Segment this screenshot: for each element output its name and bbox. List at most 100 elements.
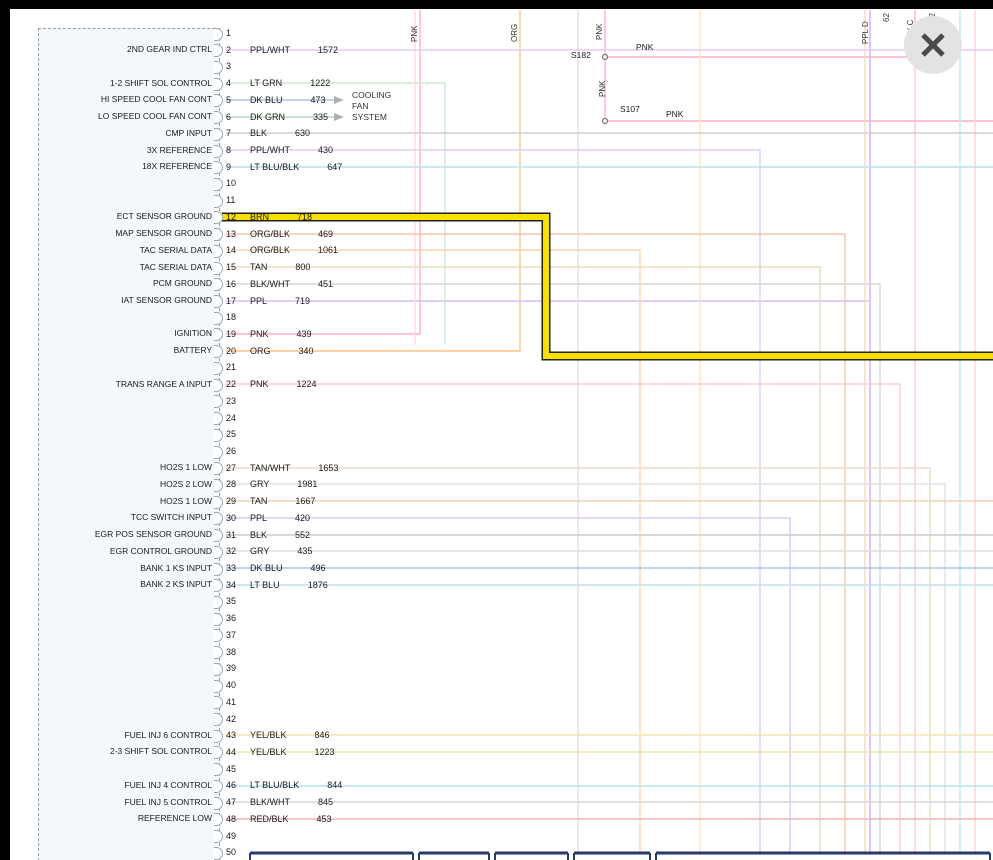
wire-pin30-ppl[interactable] (226, 517, 791, 855)
pin-number: 44 (226, 746, 237, 757)
pin-number: 32 (226, 546, 237, 557)
wire-pin15-tan[interactable] (226, 266, 821, 855)
vertical-wire-label: PNK (410, 25, 419, 42)
pin-terminal (214, 713, 223, 727)
wire-pin4-ltgrn[interactable] (226, 82, 446, 345)
wire-color-label: ORG/BLK (250, 228, 291, 239)
wire-color-label: DK BLU (250, 563, 283, 574)
wire-color-label: BRN (250, 211, 270, 222)
pin-terminal (214, 529, 223, 543)
pin-row: 45 (226, 763, 278, 774)
pin-function-label: HI SPEED COOL FAN CONT (100, 94, 212, 105)
pin-row: 27 TAN/WHT 1653 (226, 462, 338, 473)
pin-row: 14 ORG/BLK 1061 (226, 245, 338, 256)
highlight-brn-718[interactable] (222, 214, 993, 359)
close-icon (921, 33, 945, 57)
pin-row: 17 PPL 719 (226, 295, 310, 306)
pin-terminal (214, 412, 223, 426)
wire-pin27-tanwht[interactable] (226, 467, 931, 855)
pin-number: 27 (226, 462, 237, 473)
wire-color-label: TAN/WHT (250, 462, 291, 473)
pin-number: 45 (226, 763, 237, 774)
pin-function-label: HO2S 1 LOW (160, 495, 212, 506)
pin-row: 4 LT GRN 1222 (226, 78, 330, 89)
pin-number: 37 (226, 629, 237, 640)
pin-function-label: ECT SENSOR GROUND (116, 211, 212, 222)
pin-row: 43 YEL/BLK 846 (226, 730, 330, 741)
wire-color-label: BLK/WHT (250, 797, 291, 808)
circuit-number: 1653 (318, 462, 339, 473)
pin-number: 4 (226, 78, 232, 89)
pin-terminal (214, 595, 223, 609)
pin-function-label: CMP INPUT (165, 127, 212, 138)
wire-pin28-gry[interactable] (226, 483, 946, 855)
pin-function-label: BATTERY (173, 345, 212, 356)
pin-number: 8 (226, 145, 232, 156)
pin-function-label: REFERENCE LOW (137, 813, 212, 824)
pin-number: 9 (226, 161, 232, 172)
pin-function-label: FUEL INJ 4 CONTROL (124, 779, 212, 790)
pin-terminal (214, 846, 223, 860)
wire-color-label: BLK (250, 529, 268, 540)
pin-terminal (214, 261, 223, 275)
pin-number: 49 (226, 830, 237, 841)
pin-number: 1 (226, 28, 232, 38)
pin-terminal (214, 545, 223, 559)
circuit-number: 420 (295, 512, 311, 523)
wire-color-label: YEL/BLK (250, 746, 287, 757)
wire-color-label: LT GRN (250, 78, 283, 89)
pin-function-label: IAT SENSOR GROUND (121, 295, 212, 306)
pin-row: 6 DK GRN 335 (226, 111, 328, 122)
wire-pnk-ignition[interactable] (226, 10, 421, 335)
pin-terminal (214, 27, 223, 41)
circuit-number: 439 (296, 328, 312, 339)
circuit-number: 1061 (318, 245, 339, 256)
wire-pin14-orgblk[interactable] (226, 249, 641, 855)
wire-pin22-pnk[interactable] (226, 383, 901, 855)
fan-note-line: SYSTEM (352, 112, 387, 122)
circuit-number: 430 (318, 145, 334, 156)
highlight-brn-718-outline (222, 212, 993, 361)
circuit-number: 844 (327, 780, 343, 791)
close-button[interactable] (904, 16, 962, 74)
pin-number: 26 (226, 446, 237, 456)
wire-pin13-orgblk[interactable] (226, 233, 846, 855)
wire-color-label: ORG/BLK (250, 245, 291, 256)
pin-terminal (214, 127, 223, 141)
pin-row: 5 DK BLU 473 (226, 94, 326, 105)
pin-terminal (214, 111, 223, 125)
wire-pin8-pplwht[interactable] (226, 149, 761, 855)
circuit-number: 552 (295, 529, 311, 540)
wire-color-label: PPL (250, 295, 268, 306)
pin-row: 7 BLK 630 (226, 128, 310, 139)
splice-node (601, 117, 609, 125)
fan-note-line: COOLING (352, 90, 392, 100)
pin-function-label: BANK 2 KS INPUT (140, 579, 212, 590)
circuit-number: 800 (295, 262, 311, 273)
pin-number: 39 (226, 663, 237, 674)
circuit-number: 1667 (295, 496, 316, 507)
pin-terminal (214, 177, 223, 191)
circuit-number: 469 (318, 228, 334, 239)
pin-function-label: 2ND GEAR IND CTRL (126, 44, 212, 55)
pin-number: 41 (226, 696, 237, 707)
pin-function-label: EGR CONTROL GROUND (109, 545, 212, 556)
pin-row: 26 (226, 446, 278, 457)
pin-number: 29 (226, 496, 237, 507)
pin-number: 33 (226, 563, 237, 574)
pin-row: 8 PPL/WHT 430 (226, 145, 333, 156)
cooling-fan-system-note: COOLING FAN SYSTEM (352, 90, 391, 123)
pin-row: 31 BLK 552 (226, 529, 310, 540)
pin-number: 40 (226, 680, 237, 691)
pin-number: 19 (226, 328, 237, 339)
pin-number: 47 (226, 797, 237, 808)
wire-color-label: ORG (250, 345, 271, 356)
pin-row: 10 (226, 178, 278, 189)
circuit-number: 630 (295, 128, 311, 139)
pin-terminal (214, 646, 223, 660)
pin-function-label: FUEL INJ 5 CONTROL (124, 796, 212, 807)
circuit-number: 335 (313, 111, 329, 122)
pin-number: 35 (226, 596, 237, 607)
wire-org-battery[interactable] (226, 10, 521, 352)
wire-pin16-blkwht[interactable] (226, 283, 881, 855)
